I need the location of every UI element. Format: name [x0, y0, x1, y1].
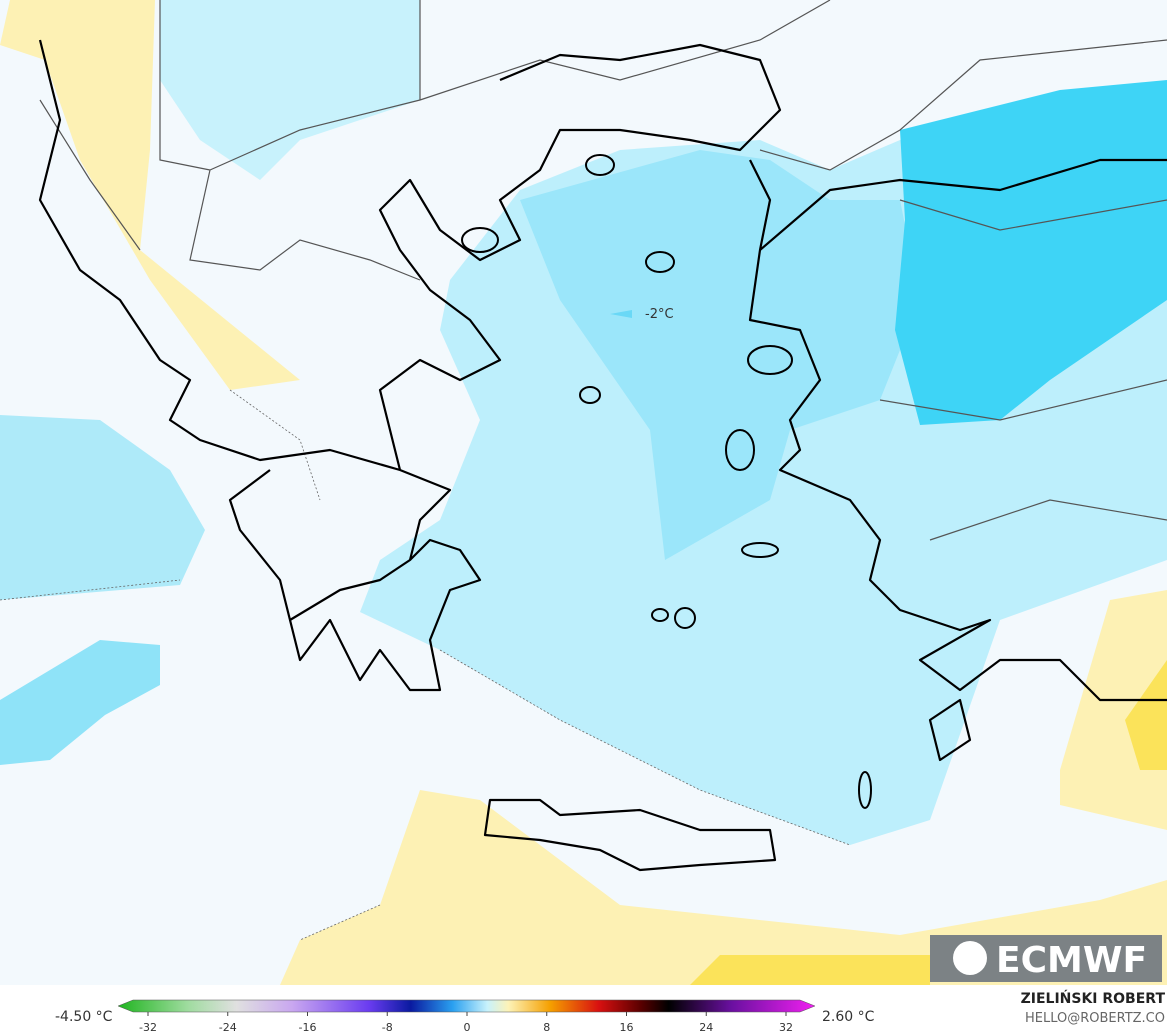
island [579, 386, 601, 404]
island [651, 608, 669, 622]
coastline-peloponnese [288, 538, 482, 692]
annotation-marker [610, 310, 632, 318]
tick-label: 16 [620, 1021, 634, 1034]
logo: ECMWF [996, 940, 1147, 981]
legend-max-label: 2.60 °C [822, 1009, 875, 1025]
island [858, 771, 872, 809]
contour [0, 389, 851, 941]
tick-label: 24 [699, 1021, 713, 1034]
borders [39, 0, 1167, 541]
island [585, 154, 615, 176]
tick-label: -32 [139, 1021, 157, 1034]
coastline-rhodes [928, 698, 972, 762]
tick-label: -16 [299, 1021, 317, 1034]
warm-northwest [0, 0, 300, 390]
coastline-mainland [38, 39, 782, 622]
annotation: -2°C [645, 307, 674, 322]
tick-label: 8 [543, 1021, 550, 1034]
map: -2°C ECMWF [0, 0, 1167, 985]
legend: -4.50 °C 2.60 °C -32 -24 -16 -8 0 8 16 24 32 [55, 999, 875, 1034]
island [725, 429, 755, 471]
credit-author: ZIELIŃSKI ROBERT [1021, 989, 1166, 1007]
island [741, 542, 779, 558]
credit-contact: HELLO@ROBERTZ.CO [1025, 1011, 1165, 1026]
cold-sea-west [0, 415, 205, 600]
cold-north [160, 0, 420, 180]
tick-label: 0 [464, 1021, 471, 1034]
tick-label: -8 [382, 1021, 393, 1034]
colder-sea-west [0, 640, 160, 765]
warmer-spot [1125, 660, 1167, 770]
colorbar [117, 999, 816, 1013]
legend-min-label: -4.50 °C [55, 1009, 113, 1025]
tick-label: -24 [219, 1021, 237, 1034]
logo-icon [953, 941, 987, 975]
island [645, 251, 675, 273]
coastline-turkey [748, 158, 1167, 702]
island [461, 227, 499, 253]
islands [461, 154, 872, 809]
coastline-crete [483, 798, 777, 872]
coldest-area [895, 80, 1167, 425]
warmer-spot [690, 955, 930, 985]
island [674, 607, 696, 629]
island [747, 345, 793, 375]
colder-area [520, 150, 920, 560]
tick-label: 32 [779, 1021, 793, 1034]
